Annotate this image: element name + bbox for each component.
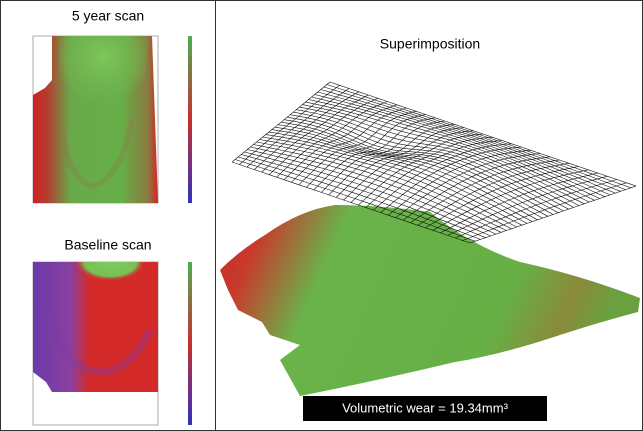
panel-title: 5 year scan: [72, 8, 144, 24]
mesh-line: [417, 163, 570, 226]
mesh-line: [299, 106, 585, 205]
mesh-line: [425, 166, 579, 229]
mesh-line: [308, 99, 600, 199]
mesh-line: [402, 156, 550, 221]
mesh-line: [454, 179, 617, 239]
heatmap-cup: [58, 36, 148, 120]
heatmap-ridge: [44, 299, 154, 377]
wireframe: [231, 81, 637, 244]
mesh-line: [302, 104, 590, 203]
mesh-line: [246, 88, 350, 168]
mesh-line: [290, 114, 569, 210]
mesh-line: [268, 98, 378, 175]
mesh-line: [296, 109, 580, 206]
heatmap-cup: [62, 262, 150, 310]
mesh-line: [410, 159, 560, 224]
mesh-line: [380, 146, 522, 213]
mesh-line: [323, 86, 626, 190]
mesh-line: [311, 96, 606, 197]
mesh-line: [305, 101, 595, 201]
mesh-line: [329, 81, 637, 187]
colorbar: [188, 36, 192, 203]
mesh-line: [293, 111, 574, 208]
mesh-line: [284, 119, 559, 213]
mesh-line: [373, 143, 512, 211]
mesh-line: [314, 94, 611, 196]
mesh-line: [320, 89, 621, 192]
mesh-line: [462, 182, 627, 241]
mesh-line: [440, 172, 598, 234]
mesh-line: [287, 116, 564, 212]
mesh-line: [432, 169, 589, 231]
panel-title: Superimposition: [380, 36, 480, 52]
mesh-line: [317, 91, 616, 194]
caption-box: [303, 396, 547, 421]
surface: [220, 205, 640, 396]
mesh-line: [388, 150, 531, 216]
mesh-line: [358, 137, 493, 206]
mesh-line: [350, 133, 484, 203]
heatmap-ridge: [57, 119, 135, 190]
mesh-line: [326, 84, 631, 189]
mesh-line: [365, 140, 503, 208]
mesh-line: [469, 185, 637, 244]
mesh-line: [447, 176, 608, 236]
colorbar: [188, 262, 192, 425]
caption: Volumetric wear = 19.34mm³: [342, 400, 508, 415]
mesh-line: [395, 153, 541, 218]
panel-title: Baseline scan: [64, 237, 151, 253]
